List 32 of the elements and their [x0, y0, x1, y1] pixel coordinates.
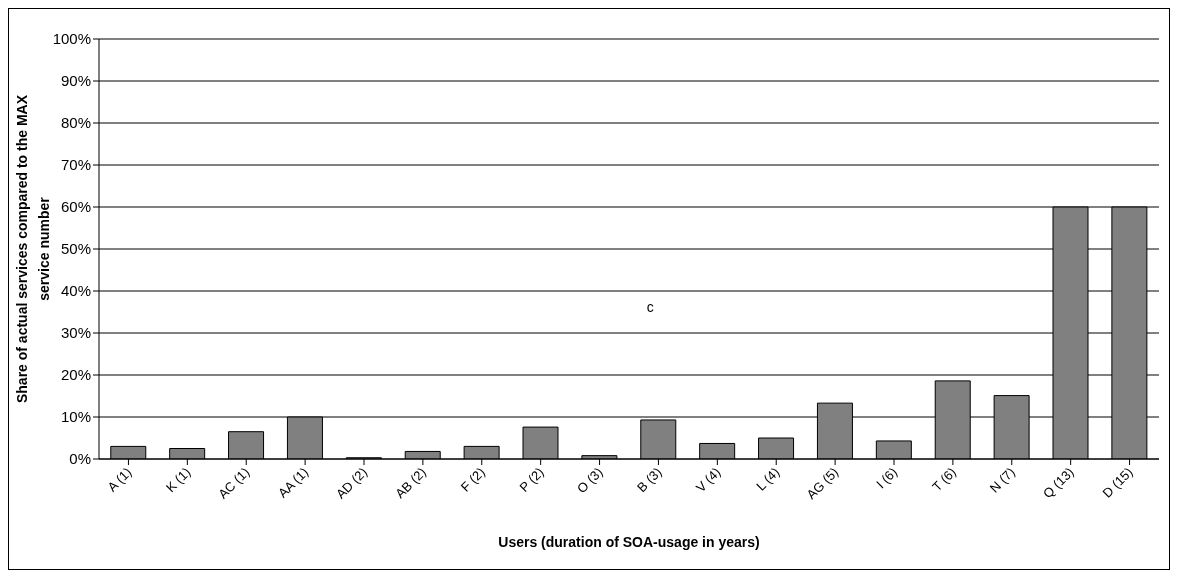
x-tick-label: AB (2) — [392, 464, 430, 502]
x-tick-label: AD (2) — [332, 464, 371, 502]
x-tick-label: Q (13) — [1040, 464, 1077, 502]
x-tick-label: O (3) — [574, 464, 606, 497]
x-tick-label: AA (1) — [275, 464, 312, 501]
y-tick-label: 100% — [52, 30, 91, 48]
x-axis-title: Users (duration of SOA-usage in years) — [498, 534, 760, 550]
x-tick-label: B (3) — [634, 464, 665, 496]
x-tick-label: K (1) — [162, 464, 194, 496]
y-tick-label: 60% — [60, 198, 91, 216]
x-tick-label: D (15) — [1099, 464, 1136, 501]
y-tick-label: 50% — [60, 240, 91, 258]
y-tick-label: 80% — [60, 114, 91, 132]
y-tick-label: 20% — [60, 366, 91, 384]
x-tick-label: N (7) — [986, 464, 1018, 496]
x-tick-label: AG (5) — [803, 464, 842, 503]
y-tick-label: 90% — [60, 72, 91, 90]
x-tick-label: T (6) — [929, 464, 960, 495]
annotation: c — [646, 299, 654, 315]
x-tick-label: V (4) — [692, 464, 724, 496]
x-tick-label: F (2) — [457, 464, 488, 495]
x-tick-label: P (2) — [516, 464, 547, 495]
x-tick-label: I (6) — [873, 464, 901, 492]
y-tick-label: 30% — [60, 324, 91, 342]
y-axis-title: Share of actual services compared to the MAX service number — [14, 94, 52, 404]
y-tick-label: 70% — [60, 156, 91, 174]
y-tick-label: 40% — [60, 282, 91, 300]
x-tick-label: AC (1) — [215, 464, 253, 502]
x-tick-label: L (4) — [753, 464, 783, 494]
y-tick-label: 0% — [69, 450, 91, 468]
x-tick-label: A (1) — [104, 464, 135, 495]
y-tick-label: 10% — [60, 408, 91, 426]
